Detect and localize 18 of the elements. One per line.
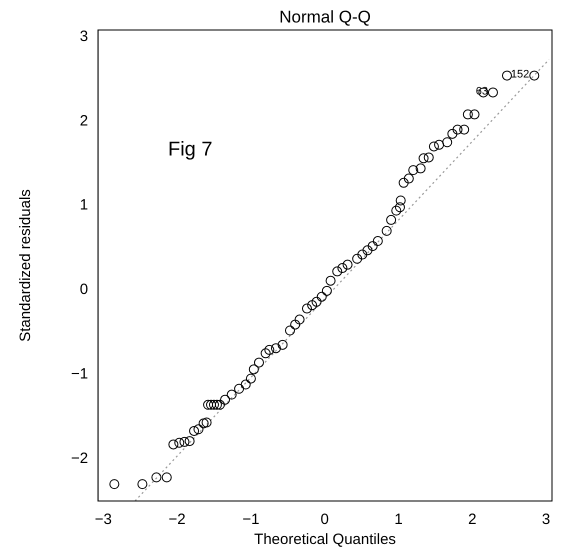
x-tick-label: −3 <box>94 511 112 528</box>
y-tick-label: 2 <box>80 112 88 130</box>
x-tick-label: −2 <box>168 511 186 528</box>
y-tick-label: 0 <box>80 281 88 298</box>
y-tick-label: 1 <box>80 196 88 214</box>
annotation: 152 <box>510 68 530 81</box>
chart-title: Normal Q-Q <box>279 8 371 27</box>
y-tick-label: −1 <box>70 366 88 383</box>
x-tick-label: 0 <box>320 511 329 528</box>
x-tick-label: 1 <box>394 511 403 528</box>
x-axis-title: Theoretical Quantiles <box>254 531 396 548</box>
annotation: Fig 7 <box>168 138 212 161</box>
y-axis-title: Standardized residuals <box>17 189 34 342</box>
x-tick-label: 3 <box>542 511 550 528</box>
y-tick-label: 3 <box>80 28 88 45</box>
y-tick-label: −2 <box>70 450 88 467</box>
x-tick-label: −1 <box>242 511 260 528</box>
x-tick-label: 2 <box>468 511 476 528</box>
